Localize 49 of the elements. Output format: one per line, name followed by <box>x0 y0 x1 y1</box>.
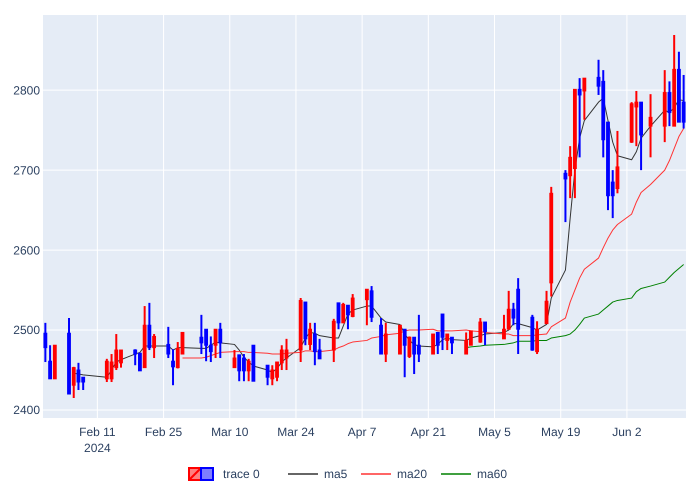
y-tick-label: 2400 <box>13 403 40 418</box>
candlestick <box>407 335 412 360</box>
candlestick <box>218 322 222 360</box>
candlestick <box>544 290 548 325</box>
candlestick <box>402 328 407 378</box>
candlestick <box>582 77 586 121</box>
candlestick <box>478 317 482 344</box>
y-tick-label: 2500 <box>13 323 40 338</box>
candlestick <box>336 302 340 330</box>
x-tick-label: Jun 2 <box>612 425 642 439</box>
x-tick-label: Apr 21 <box>410 425 446 439</box>
candlestick <box>364 288 369 326</box>
legend-label: ma60 <box>477 467 508 482</box>
candlestick <box>564 169 568 224</box>
candlestick <box>266 364 270 386</box>
candlestick <box>648 93 652 158</box>
candlestick <box>445 333 450 352</box>
y-tick-label: 2700 <box>13 163 40 178</box>
candlestick <box>214 328 218 360</box>
y-tick-label: 2600 <box>13 243 40 258</box>
candlestick <box>171 348 175 386</box>
y-tick-label: 2800 <box>13 83 40 98</box>
x-tick-label: Mar 10 <box>211 425 249 439</box>
candlestick <box>72 366 76 400</box>
candlestick <box>341 302 346 324</box>
legend-label: ma20 <box>397 467 428 482</box>
candlestick <box>535 320 539 356</box>
x-tick-label: Feb 25 <box>144 425 183 439</box>
x-tick-label: Mar 24 <box>277 425 315 439</box>
candlestick <box>246 358 251 382</box>
candlestick <box>308 322 312 352</box>
candlestick <box>350 293 355 318</box>
candlestick <box>483 321 487 346</box>
candlestick <box>450 336 454 356</box>
legend-label: trace 0 <box>223 467 260 482</box>
candlestick <box>152 333 156 360</box>
candlestick <box>147 302 152 352</box>
x-tick-label: Apr 7 <box>348 425 377 439</box>
candlestick <box>166 326 170 360</box>
legend-label: ma5 <box>324 467 348 482</box>
x-tick-label: May 5 <box>478 425 512 439</box>
x-tick-label: Feb 11 2024 <box>79 425 116 455</box>
x-tick-label: May 19 <box>541 425 581 439</box>
candlestick <box>346 304 350 330</box>
candlestick <box>384 322 388 364</box>
candlestick <box>232 349 236 369</box>
candlestick <box>668 80 672 128</box>
candlestick <box>578 77 582 158</box>
candlestick <box>616 130 620 194</box>
